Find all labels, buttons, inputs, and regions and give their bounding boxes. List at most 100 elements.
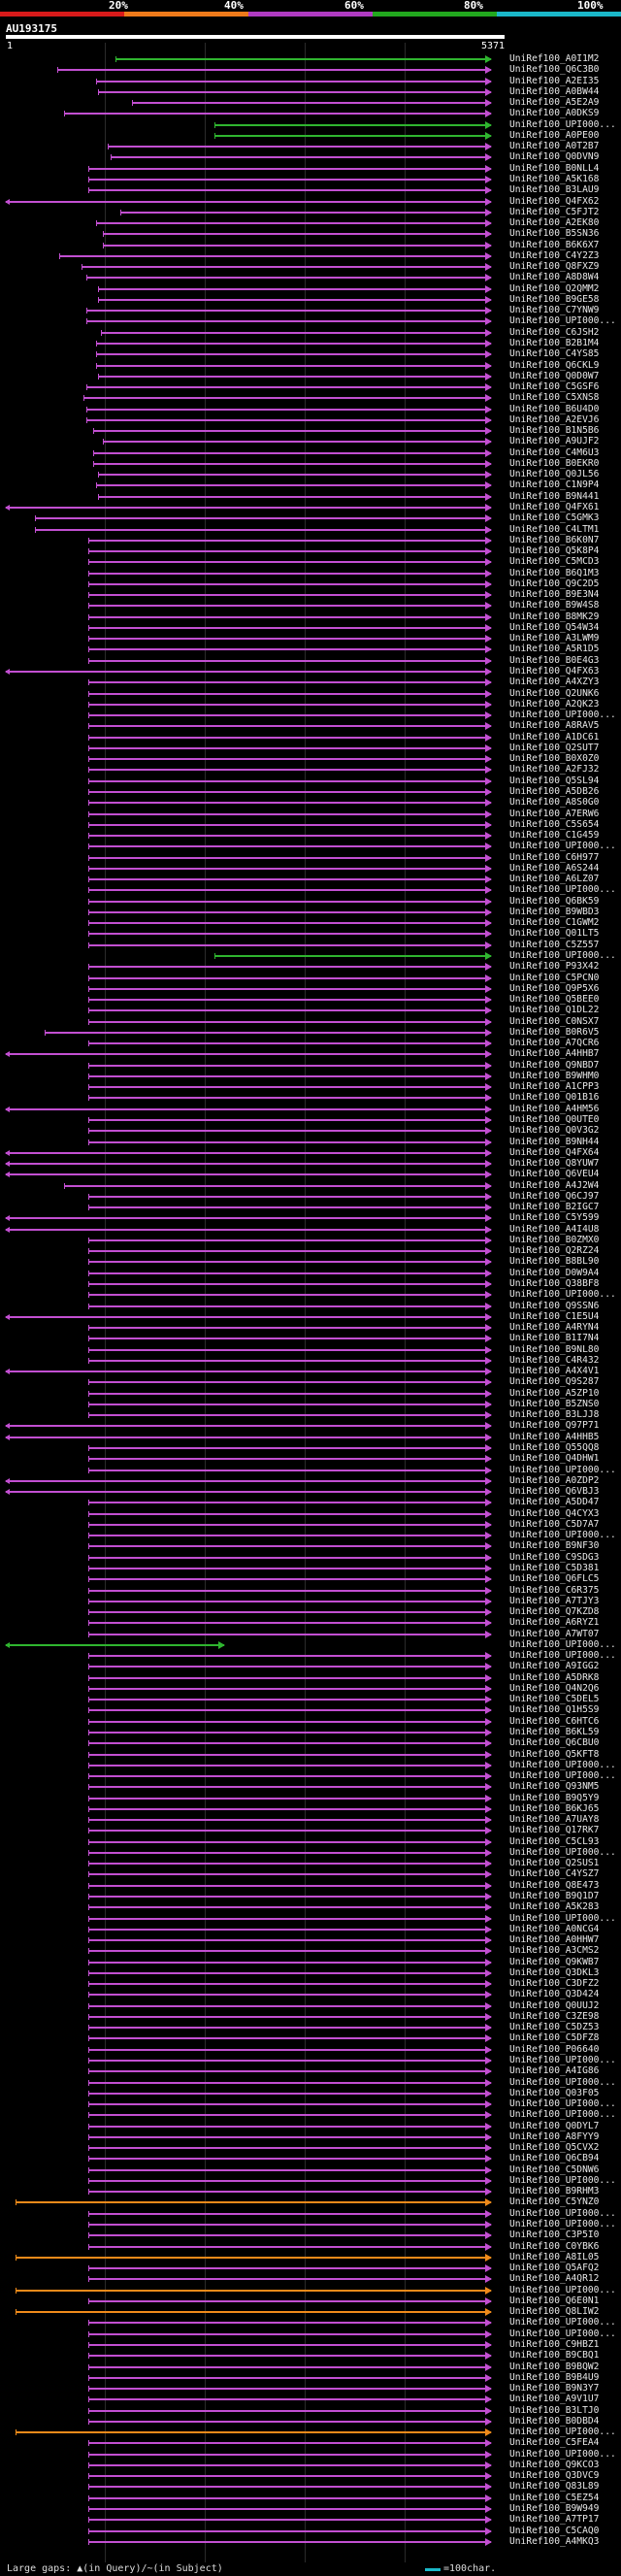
hit-label[interactable]: UniRef100_Q0UTE0: [509, 1114, 600, 1125]
hit-label[interactable]: UniRef100_C0YBK6: [509, 2240, 600, 2252]
hit-label[interactable]: UniRef100_C3P5I0: [509, 2229, 600, 2241]
hit-label[interactable]: UniRef100_B8BL90: [509, 1256, 600, 1268]
hit-label[interactable]: UniRef100_C9SDG3: [509, 1551, 600, 1563]
hit-label[interactable]: UniRef100_Q6CB94: [509, 2153, 600, 2164]
hit-label[interactable]: UniRef100_C4YS85: [509, 348, 600, 360]
hit-label[interactable]: UniRef100_Q6VEU4: [509, 1169, 600, 1180]
hit-label[interactable]: UniRef100_C6H977: [509, 851, 600, 863]
hit-label[interactable]: UniRef100_Q3DVC9: [509, 2470, 600, 2482]
hit-label[interactable]: UniRef100_C1E5U4: [509, 1310, 600, 1322]
hit-label[interactable]: UniRef100_C5MCD3: [509, 556, 600, 568]
hit-label[interactable]: UniRef100_Q2QMM2: [509, 282, 600, 294]
hit-label[interactable]: UniRef100_A8D8W4: [509, 272, 600, 283]
hit-label[interactable]: UniRef100_B6KJ65: [509, 1802, 600, 1814]
hit-label[interactable]: UniRef100_A4HHB5: [509, 1431, 600, 1442]
hit-label[interactable]: UniRef100_UPI000...: [509, 315, 616, 327]
hit-label[interactable]: UniRef100_B9NF30: [509, 1540, 600, 1552]
hit-label[interactable]: UniRef100_C7YNW9: [509, 305, 600, 316]
hit-label[interactable]: UniRef100_B3LAU9: [509, 184, 600, 196]
hit-label[interactable]: UniRef100_Q55QQ8: [509, 1442, 600, 1453]
hit-label[interactable]: UniRef100_Q5BEE0: [509, 994, 600, 1005]
hit-label[interactable]: UniRef100_C5Y599: [509, 1212, 600, 1224]
hit-label[interactable]: UniRef100_A5ZP10: [509, 1387, 600, 1399]
hit-label[interactable]: UniRef100_B9N441: [509, 490, 600, 502]
hit-label[interactable]: UniRef100_UPI000...: [509, 710, 616, 721]
hit-label[interactable]: UniRef100_UPI000...: [509, 1530, 616, 1541]
hit-label[interactable]: UniRef100_C5DEL5: [509, 1694, 600, 1705]
hit-label[interactable]: UniRef100_A2FJ32: [509, 764, 600, 776]
hit-label[interactable]: UniRef100_Q2UNK6: [509, 687, 600, 699]
hit-label[interactable]: UniRef100_Q4N2Q6: [509, 1682, 600, 1694]
hit-label[interactable]: UniRef100_A7QCR6: [509, 1038, 600, 1049]
hit-label[interactable]: UniRef100_A1DC61: [509, 731, 600, 743]
hit-label[interactable]: UniRef100_A4RYN4: [509, 1322, 600, 1333]
hit-label[interactable]: UniRef100_A4I4U8: [509, 1223, 600, 1235]
hit-label[interactable]: UniRef100_UPI000...: [509, 2448, 616, 2460]
hit-label[interactable]: UniRef100_A6RYZ1: [509, 1617, 600, 1629]
hit-label[interactable]: UniRef100_UPI000...: [509, 1846, 616, 1858]
hit-label[interactable]: UniRef100_A2EVJ6: [509, 413, 600, 425]
hit-label[interactable]: UniRef100_UPI000...: [509, 2427, 616, 2438]
hit-label[interactable]: UniRef100_Q8YUW7: [509, 1158, 600, 1169]
hit-label[interactable]: UniRef100_Q93NM5: [509, 1781, 600, 1793]
hit-label[interactable]: UniRef100_C4M6U3: [509, 446, 600, 458]
hit-label[interactable]: UniRef100_C5CAQ0: [509, 2525, 600, 2536]
hit-label[interactable]: UniRef100_A2QK23: [509, 698, 600, 710]
hit-label[interactable]: UniRef100_Q9KWB7: [509, 1956, 600, 1967]
hit-label[interactable]: UniRef100_B0NLL4: [509, 162, 600, 174]
hit-label[interactable]: UniRef100_C5DFZ8: [509, 2032, 600, 2044]
hit-label[interactable]: UniRef100_Q54W34: [509, 621, 600, 633]
hit-label[interactable]: UniRef100_A3CMS2: [509, 1945, 600, 1957]
hit-label[interactable]: UniRef100_C5GMK3: [509, 512, 600, 524]
hit-label[interactable]: UniRef100_Q6C3B0: [509, 64, 600, 76]
hit-label[interactable]: UniRef100_A5K283: [509, 1901, 600, 1913]
hit-label[interactable]: UniRef100_A4HM56: [509, 1103, 600, 1114]
hit-label[interactable]: UniRef100_UPI000...: [509, 1638, 616, 1650]
hit-label[interactable]: UniRef100_A4MKQ3: [509, 2535, 600, 2547]
hit-label[interactable]: UniRef100_Q1DL22: [509, 1005, 600, 1016]
hit-label[interactable]: UniRef100_A0T2B7: [509, 141, 600, 152]
hit-label[interactable]: UniRef100_C5GSF6: [509, 381, 600, 392]
hit-label[interactable]: UniRef100_C5YNZ0: [509, 2196, 600, 2208]
hit-label[interactable]: UniRef100_B9RHM3: [509, 2186, 600, 2197]
hit-label[interactable]: UniRef100_A4XZY3: [509, 677, 600, 688]
hit-label[interactable]: UniRef100_C3ZE98: [509, 2010, 600, 2022]
hit-label[interactable]: UniRef100_Q0UUJ2: [509, 1999, 600, 2011]
hit-label[interactable]: UniRef100_B9BQW2: [509, 2361, 600, 2372]
hit-label[interactable]: UniRef100_UPI000...: [509, 1650, 616, 1662]
hit-label[interactable]: UniRef100_Q3DKL3: [509, 1966, 600, 1978]
hit-label[interactable]: UniRef100_A4HHB7: [509, 1048, 600, 1060]
hit-label[interactable]: UniRef100_B3LTJ0: [509, 2404, 600, 2416]
hit-label[interactable]: UniRef100_B9W4S8: [509, 600, 600, 611]
hit-label[interactable]: UniRef100_C5EZ54: [509, 2492, 600, 2503]
hit-label[interactable]: UniRef100_Q4DHW1: [509, 1453, 600, 1465]
hit-label[interactable]: UniRef100_A2EK80: [509, 217, 600, 228]
hit-label[interactable]: UniRef100_B0ZMX0: [509, 1234, 600, 1245]
hit-label[interactable]: UniRef100_Q7KZD8: [509, 1606, 600, 1617]
hit-label[interactable]: UniRef100_B0DBD4: [509, 2415, 600, 2427]
hit-label[interactable]: UniRef100_UPI000...: [509, 2098, 616, 2109]
hit-label[interactable]: UniRef100_A5E2A9: [509, 97, 600, 109]
hit-label[interactable]: UniRef100_Q3D424: [509, 1989, 600, 2000]
hit-label[interactable]: UniRef100_B1N5B6: [509, 425, 600, 437]
hit-label[interactable]: UniRef100_C5D7A7: [509, 1518, 600, 1530]
hit-label[interactable]: UniRef100_A4QR12: [509, 2273, 600, 2285]
hit-label[interactable]: UniRef100_A7UAY8: [509, 1814, 600, 1826]
hit-label[interactable]: UniRef100_B9B4U9: [509, 2371, 600, 2383]
hit-label[interactable]: UniRef100_Q01B16: [509, 1092, 600, 1104]
hit-label[interactable]: UniRef100_B9WBD3: [509, 906, 600, 917]
hit-label[interactable]: UniRef100_UPI000...: [509, 949, 616, 961]
hit-label[interactable]: UniRef100_Q4FX61: [509, 502, 600, 512]
hit-label[interactable]: UniRef100_A9IGG2: [509, 1661, 600, 1672]
hit-label[interactable]: UniRef100_Q9C2D5: [509, 578, 600, 589]
hit-label[interactable]: UniRef100_C5DNW6: [509, 2163, 600, 2175]
hit-label[interactable]: UniRef100_Q8E473: [509, 1879, 600, 1891]
hit-label[interactable]: UniRef100_Q17RK7: [509, 1825, 600, 1836]
hit-label[interactable]: UniRef100_C9HBZ1: [509, 2338, 600, 2350]
hit-label[interactable]: UniRef100_Q97P71: [509, 1420, 600, 1432]
hit-label[interactable]: UniRef100_Q1H5S9: [509, 1704, 600, 1716]
hit-label[interactable]: UniRef100_UPI000...: [509, 1289, 616, 1301]
hit-label[interactable]: UniRef100_Q4FX62: [509, 195, 600, 207]
hit-label[interactable]: UniRef100_A8RAV5: [509, 720, 600, 732]
hit-label[interactable]: UniRef100_C4R432: [509, 1354, 600, 1366]
